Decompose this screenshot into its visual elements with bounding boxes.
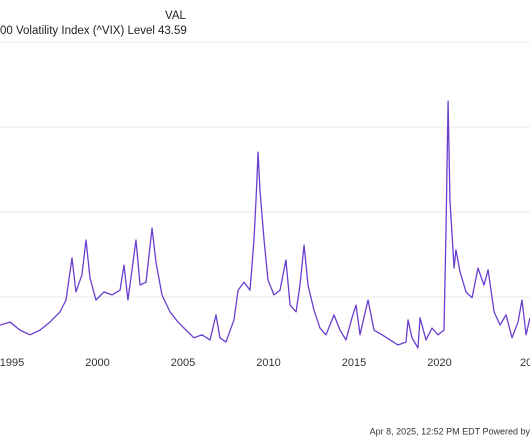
series-line xyxy=(0,100,530,349)
x-tick-label: 1995 xyxy=(0,357,24,369)
footer: Apr 8, 2025, 12:52 PM EDT Powered by xyxy=(370,426,530,436)
x-tick-label: 2020 xyxy=(427,357,451,369)
x-tick-label: 2010 xyxy=(256,357,280,369)
x-tick-label: 2005 xyxy=(171,357,195,369)
value-header: VAL xyxy=(165,10,186,22)
x-tick-label: 2000 xyxy=(85,357,109,369)
last-value: 43.59 xyxy=(158,25,187,37)
x-tick-label: 20 xyxy=(520,357,530,369)
series-name: 00 Volatility Index (^VIX) Level xyxy=(0,25,155,37)
x-tick-label: 2015 xyxy=(342,357,366,369)
